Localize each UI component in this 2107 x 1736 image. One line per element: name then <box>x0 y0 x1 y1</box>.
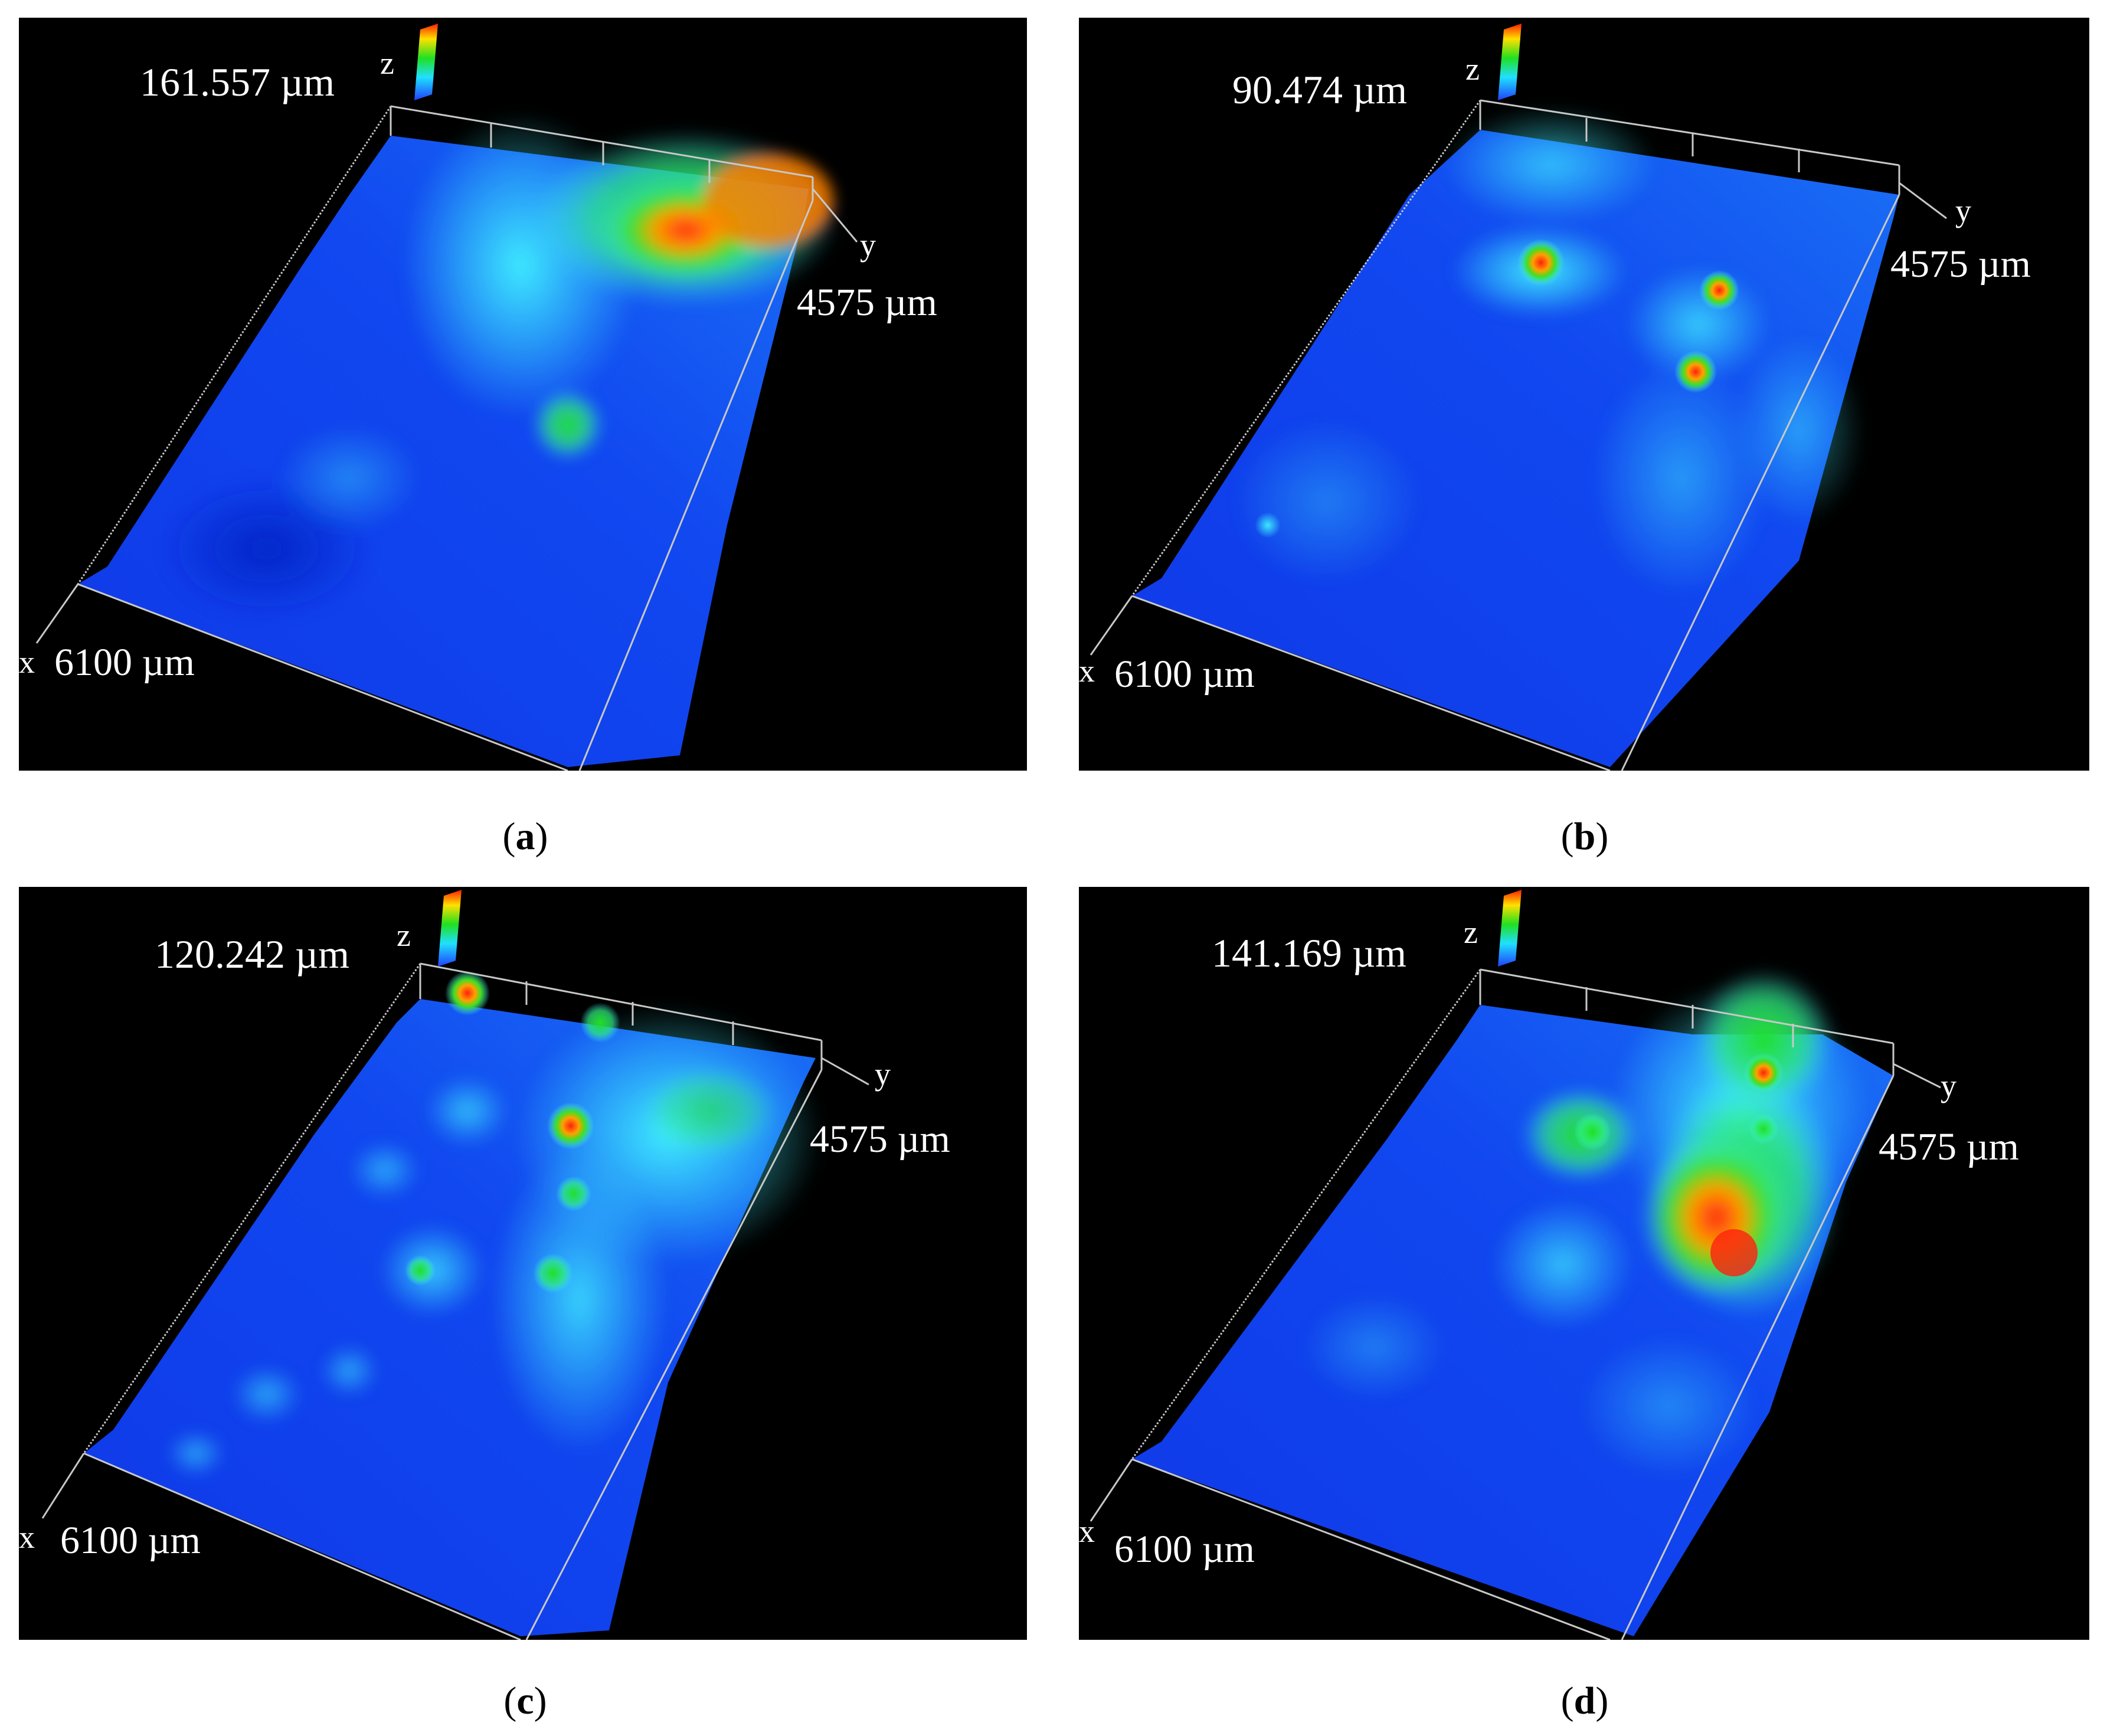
surface-features-d <box>1303 969 1870 1477</box>
legend-colorbar-b <box>1498 24 1522 100</box>
z-max-label: 120.242 µm <box>155 932 350 977</box>
legend-colorbar-a <box>414 24 438 100</box>
z-axis-label: z <box>380 45 394 81</box>
z-axis-label: z <box>1465 51 1480 87</box>
x-extent-label: 6100 µm <box>54 641 195 684</box>
surface-features-a <box>161 112 839 620</box>
caption-c: (c) <box>503 1679 547 1722</box>
panel-d: 141.169 µm z y 4575 µm x 6100 µm <box>1079 887 2089 1640</box>
surface-plot-c <box>41 890 869 1640</box>
y-extent-label: 4575 µm <box>810 1118 950 1161</box>
surface-peaks-c <box>405 971 620 1293</box>
surface-plot-d <box>1090 890 1941 1640</box>
z-max-label: 161.557 µm <box>140 60 335 104</box>
z-axis-label: z <box>397 918 411 953</box>
x-extent-label: 6100 µm <box>1114 1528 1255 1571</box>
caption-a: (a) <box>502 815 548 858</box>
x-extent-label: 6100 µm <box>1114 653 1255 696</box>
x-extent-label: 6100 µm <box>60 1519 201 1562</box>
frame-c <box>41 962 869 1640</box>
surface-features-c <box>166 1005 822 1477</box>
y-extent-label: 4575 µm <box>1890 243 2031 286</box>
x-axis-label: x <box>19 1519 35 1555</box>
y-axis-label: y <box>1955 193 1971 228</box>
surface-plot-b <box>1090 24 1947 771</box>
x-axis-label: x <box>1079 653 1095 689</box>
legend-colorbar-c <box>438 890 462 967</box>
z-max-label: 90.474 µm <box>1232 67 1408 112</box>
y-axis-label: y <box>1941 1068 1956 1103</box>
caption-b: (b) <box>1560 815 1609 858</box>
panel-c: 120.242 µm z y 4575 µm x 6100 µm <box>19 887 1027 1640</box>
frame-a <box>35 105 858 771</box>
panel-b: 90.474 µm z y 4575 µm x 6100 µm <box>1079 18 2089 771</box>
legend-colorbar-d <box>1498 890 1522 967</box>
x-axis-label: x <box>19 644 35 680</box>
surface-peaks-d <box>1573 1053 1784 1276</box>
y-axis-label: y <box>875 1056 891 1092</box>
surface-peaks-b <box>1255 239 1739 538</box>
panel-a: 161.557 µm z y 4575 µm x 6100 µm <box>19 18 1027 771</box>
caption-d: (d) <box>1560 1679 1609 1722</box>
y-extent-label: 4575 µm <box>797 281 937 324</box>
frame-d <box>1090 968 1941 1640</box>
z-axis-label: z <box>1464 915 1478 950</box>
frame-b <box>1090 99 1947 771</box>
x-axis-label: x <box>1079 1514 1095 1549</box>
y-extent-label: 4575 µm <box>1879 1125 2019 1168</box>
z-max-label: 141.169 µm <box>1212 931 1407 975</box>
surface-plot-a <box>35 24 858 771</box>
y-axis-label: y <box>860 227 876 263</box>
